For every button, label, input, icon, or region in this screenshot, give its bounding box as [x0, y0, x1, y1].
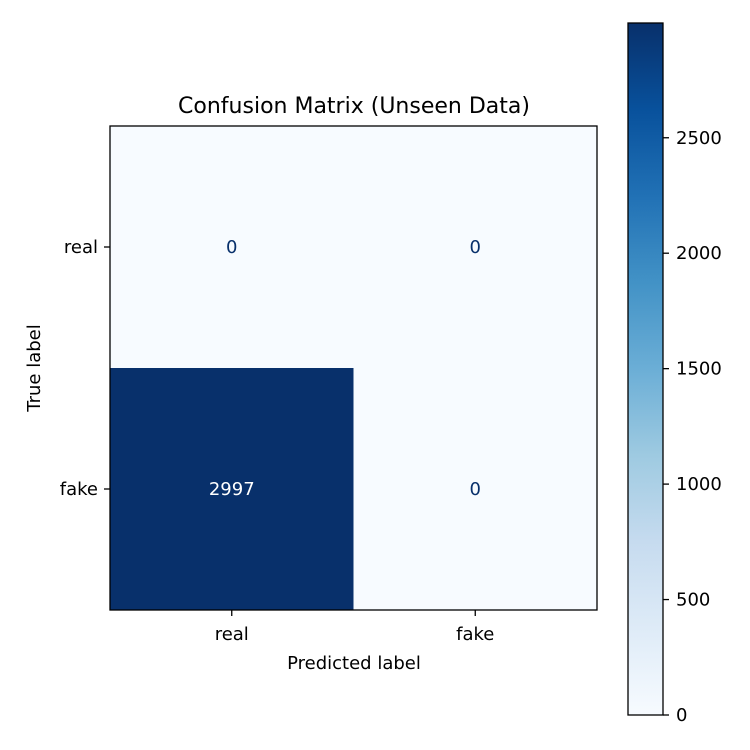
colorbar-tick-label: 2000: [676, 243, 722, 264]
colorbar-tick-label: 500: [676, 590, 710, 611]
colorbar-tick-label: 1500: [676, 359, 722, 380]
colorbar-tick-label: 2500: [676, 128, 722, 149]
y-tick-label: real: [64, 237, 98, 258]
matrix-cell-value: 2997: [209, 479, 255, 500]
x-tick-label: fake: [456, 624, 494, 645]
y-axis-ticks: real fake: [60, 237, 110, 500]
colorbar-ticks: 0 500 1000 1500 2000 2500: [663, 128, 722, 726]
matrix-cell-value: 0: [226, 237, 237, 258]
x-tick-label: real: [215, 624, 249, 645]
colorbar-tick-label: 1000: [676, 474, 722, 495]
matrix-cell: [353, 126, 598, 369]
matrix-frame: [109, 125, 598, 611]
matrix-cell-value: 0: [470, 479, 481, 500]
matrix-cell-value: 0: [470, 237, 481, 258]
matrix-cells: [110, 126, 598, 611]
y-axis-label: True label: [24, 324, 45, 413]
matrix-cell: [353, 368, 598, 611]
x-axis-ticks: real fake: [215, 610, 494, 645]
chart-title: Confusion Matrix (Unseen Data): [178, 94, 530, 119]
matrix-cell: [110, 126, 354, 369]
x-axis-label: Predicted label: [287, 653, 421, 674]
colorbar: [627, 22, 664, 716]
colorbar-tick-label: 0: [676, 705, 687, 726]
matrix-cell: [110, 368, 354, 611]
matrix-cell-labels: 0 0 2997 0: [209, 237, 481, 500]
y-tick-label: fake: [60, 479, 98, 500]
